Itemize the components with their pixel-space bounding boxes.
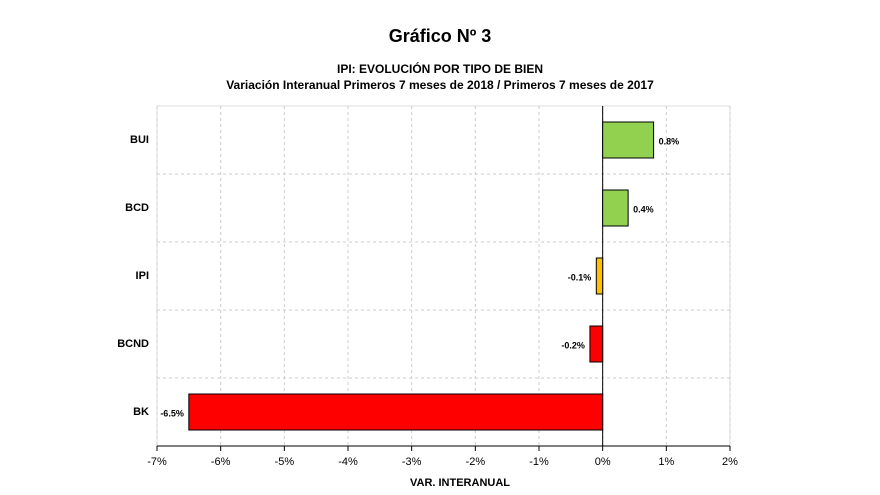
y-tick-label: BCD xyxy=(125,202,149,214)
bar xyxy=(188,393,604,431)
bar xyxy=(602,189,629,227)
chart-subtitle: IPI: EVOLUCIÓN POR TIPO DE BIEN xyxy=(337,61,543,76)
x-tick-label: -3% xyxy=(402,456,422,468)
x-tick-label: -7% xyxy=(147,456,167,468)
y-tick-label: BCND xyxy=(117,338,149,350)
value-label: 0.4% xyxy=(633,204,654,214)
x-axis-label: VAR. INTERANUAL xyxy=(410,477,510,489)
chart-subtitle: Variación Interanual Primeros 7 meses de… xyxy=(226,78,654,92)
value-label: -6.5% xyxy=(160,408,184,418)
bar xyxy=(595,257,604,295)
x-tick-label: 0% xyxy=(595,456,611,468)
x-tick-label: -2% xyxy=(466,456,486,468)
chart-title: Gráfico Nº 3 xyxy=(389,26,492,46)
bar xyxy=(589,325,604,363)
x-tick-label: 1% xyxy=(658,456,674,468)
x-tick-label: -6% xyxy=(211,456,231,468)
value-label: -0.1% xyxy=(568,272,592,282)
x-tick-label: -1% xyxy=(529,456,549,468)
y-tick-label: BK xyxy=(133,406,149,418)
x-tick-label: 2% xyxy=(722,456,738,468)
value-label: -0.2% xyxy=(561,340,585,350)
y-tick-label: BUI xyxy=(130,134,149,146)
y-tick-label: IPI xyxy=(136,270,149,282)
bar xyxy=(602,121,655,159)
x-tick-label: -4% xyxy=(338,456,358,468)
value-label: 0.8% xyxy=(659,136,680,146)
x-tick-label: -5% xyxy=(275,456,295,468)
